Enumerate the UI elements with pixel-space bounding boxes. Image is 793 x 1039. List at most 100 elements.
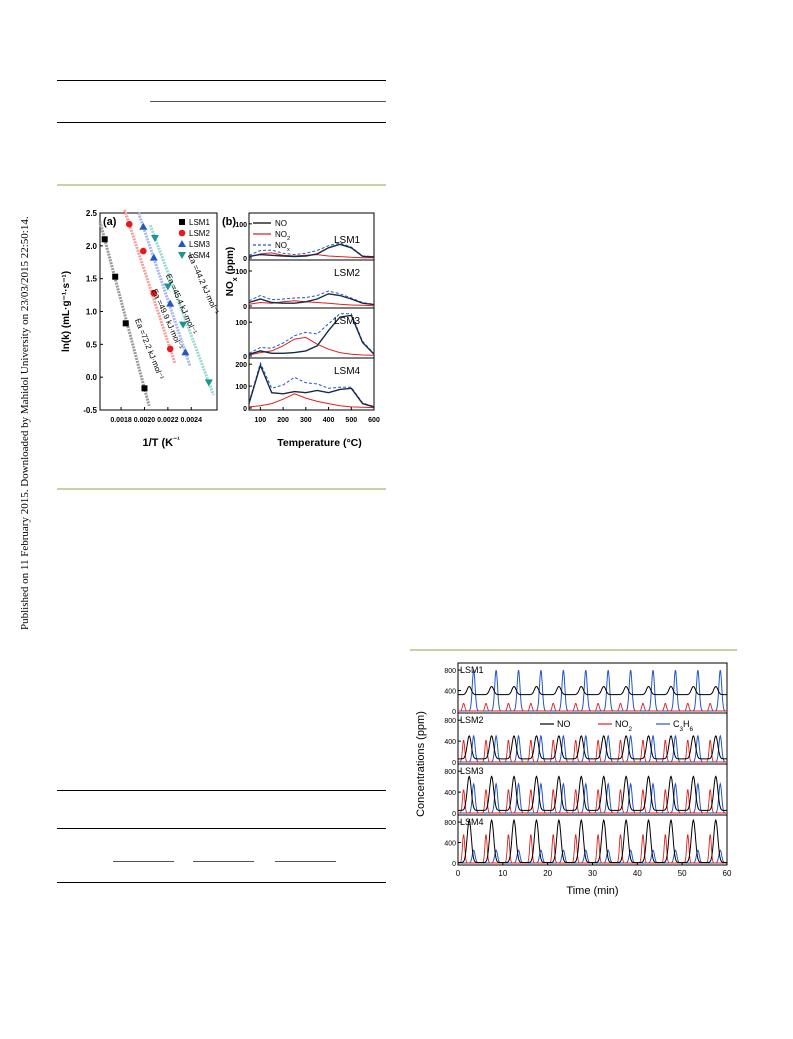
- subplot-label: LSM2: [334, 268, 361, 279]
- no-curve: [248, 243, 375, 258]
- data-point: [178, 229, 186, 237]
- subplot-label: LSM2: [460, 715, 484, 725]
- fit-line-lsm4: [148, 224, 215, 396]
- y-tick-label: 200: [235, 362, 247, 369]
- y-tick-label: 800: [444, 718, 456, 725]
- y-tick-label: -0.5: [83, 406, 97, 415]
- data-point: [125, 220, 133, 228]
- data-point: [112, 273, 119, 280]
- subplot-label: LSM1: [460, 665, 484, 675]
- x-tick-label: 500: [345, 417, 357, 424]
- data-point: [101, 236, 108, 243]
- y-axis-label: Concentrations (ppm): [415, 711, 427, 817]
- legend-label: LSM1: [189, 218, 210, 227]
- x-tick-label: 0.0020: [134, 417, 156, 424]
- y-tick-label: 100: [235, 269, 247, 276]
- data-point: [139, 222, 148, 230]
- data-point: [204, 379, 213, 387]
- no-curve: [458, 735, 727, 760]
- y-tick-label: 0: [452, 760, 456, 767]
- figure2-top-rule: [410, 649, 737, 651]
- y-tick-label: 400: [444, 790, 456, 797]
- x-axis-label: 1/T (K⁻¹: [143, 435, 181, 450]
- x-tick-label: 200: [277, 417, 289, 424]
- legend-label: LSM4: [189, 251, 210, 260]
- y-tick-label: 0.0: [86, 373, 98, 382]
- y-tick-label: 0: [243, 354, 247, 361]
- table2-col1-rule: [113, 861, 174, 862]
- x-tick-label: 400: [323, 417, 335, 424]
- y-tick-label: 400: [444, 841, 456, 848]
- y-tick-label: 0: [243, 406, 247, 413]
- table2-col3-rule: [275, 861, 336, 862]
- data-point: [179, 219, 185, 225]
- subplot-label: LSM3: [460, 766, 484, 776]
- nox-curve: [248, 242, 375, 258]
- y-tick-label: 0: [243, 256, 247, 263]
- x-tick-label: 600: [368, 417, 380, 424]
- x-tick-label: 0.0018: [110, 417, 132, 424]
- publication-note-text: Published on 11 February 2015. Downloade…: [19, 216, 31, 630]
- table2-top-rule: [57, 790, 386, 791]
- legend-label: NO: [557, 719, 571, 729]
- subplot-label: LSM3: [334, 316, 361, 327]
- no-curve: [248, 314, 375, 355]
- legend-label: NO2: [615, 719, 633, 733]
- table-header-rule: [150, 101, 386, 102]
- activation-energy-label: Ea =72.2 kJ·mol⁻¹: [133, 317, 166, 381]
- x-tick-label: 20: [543, 869, 552, 878]
- y-tick-label: 100: [235, 384, 247, 391]
- x-axis-label: Temperature (°C): [277, 437, 362, 449]
- y-tick-label: 0: [452, 709, 456, 716]
- data-point: [178, 252, 186, 259]
- y-tick-label: 800: [444, 820, 456, 827]
- table2-col2-rule: [193, 861, 254, 862]
- data-point: [149, 253, 158, 261]
- figure-top-rule: [57, 184, 386, 186]
- table2-header-rule: [57, 828, 386, 829]
- y-tick-label: 100: [235, 222, 247, 229]
- data-point: [150, 289, 158, 297]
- publication-note: Published on 11 February 2015. Downloade…: [5, 200, 31, 630]
- x-tick-label: 60: [723, 869, 732, 878]
- legend-label: C3H6: [673, 719, 694, 733]
- y-tick-label: 0: [452, 811, 456, 818]
- table-top-rule: [57, 80, 386, 81]
- subplot-label: LSM1: [334, 235, 361, 246]
- x-tick-label: 10: [498, 869, 507, 878]
- fit-line-lsm1: [98, 221, 151, 407]
- nox-tpd-plot: (b) 0 100 LSM1 0 100 LSM2 0 100 LSM3 0 100 200 LSM4 10…: [222, 212, 380, 449]
- y-tick-label: 800: [444, 769, 456, 776]
- x-tick-label: 30: [588, 869, 597, 878]
- subplot-frame: [248, 357, 375, 411]
- activation-energy-label: Ea =44.2 kJ·mol⁻¹: [186, 252, 221, 315]
- table2-bottom-rule: [57, 882, 386, 883]
- y-tick-label: 1.0: [86, 308, 98, 317]
- nox-curve: [248, 290, 375, 305]
- data-point: [122, 320, 129, 327]
- legend-label: NOx: [275, 241, 290, 253]
- figure-bottom-rule: [57, 488, 386, 490]
- panel-label: (b): [222, 216, 236, 228]
- arrhenius-plot: (a)-0.50.00.51.01.52.02.50.0018 0.0020 0.0…: [61, 209, 221, 450]
- y-tick-label: 2.5: [86, 209, 98, 218]
- y-tick-label: 400: [444, 689, 456, 696]
- data-point: [181, 348, 190, 356]
- data-point: [139, 247, 147, 255]
- x-tick-label: 100: [255, 417, 267, 424]
- no2-curve: [458, 789, 727, 814]
- data-point: [141, 385, 148, 392]
- no-curve: [248, 293, 375, 306]
- y-axis-label: NOx (ppm): [225, 247, 239, 296]
- data-point: [166, 345, 174, 353]
- y-tick-label: 0.5: [86, 340, 98, 349]
- subplot-label: LSM4: [334, 366, 361, 377]
- no-curve: [458, 685, 727, 696]
- x-axis-label: Time (min): [566, 885, 618, 897]
- table-bottom-rule: [57, 122, 386, 123]
- x-tick-label: 0.0024: [181, 417, 203, 424]
- data-point: [178, 240, 186, 247]
- y-tick-label: 1.5: [86, 275, 98, 284]
- x-tick-label: 300: [300, 417, 312, 424]
